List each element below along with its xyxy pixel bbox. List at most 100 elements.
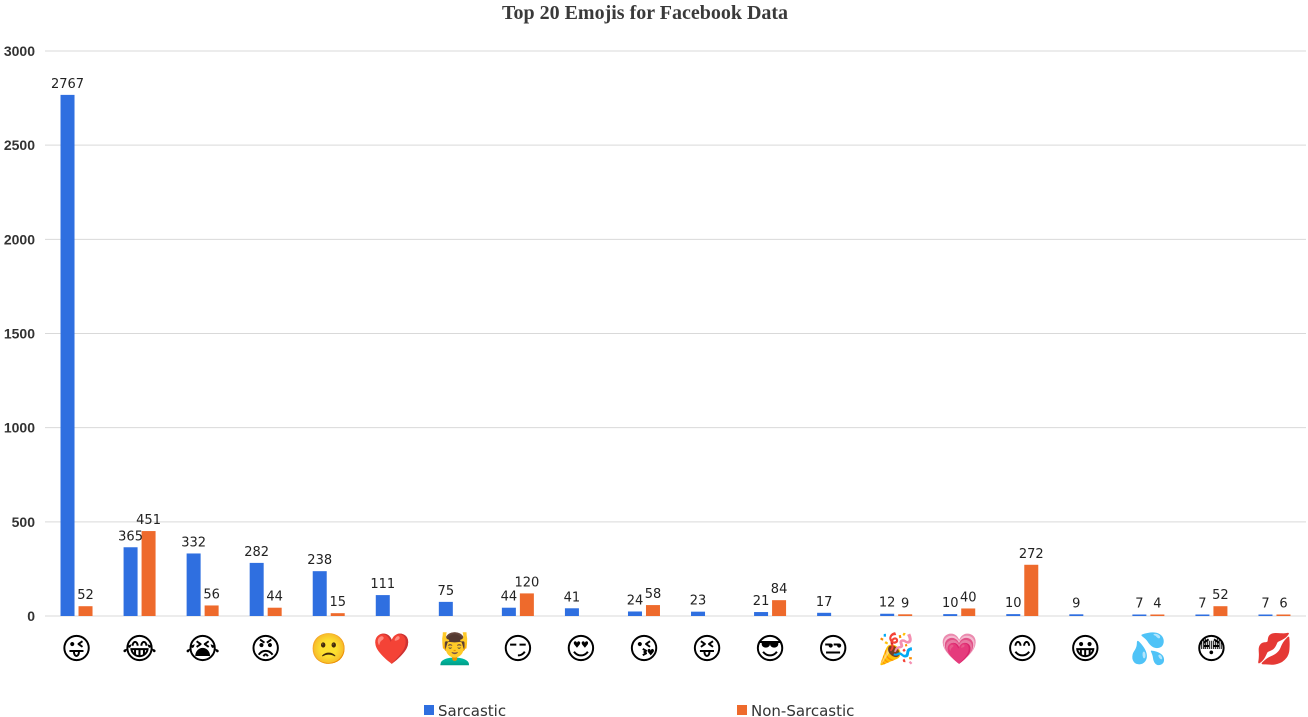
y-tick-label: 1000 [4, 420, 35, 436]
data-label-non-sarcastic: 4 [1153, 597, 1161, 612]
data-label-non-sarcastic: 9 [901, 596, 909, 611]
y-tick-label: 1500 [4, 326, 35, 342]
category-labels: 😜 😂 😭 😡 🙁 ❤️ 💆‍♂️ 😏 😍 😘 😝 😎 😒 🎉 💗 😊 😀 💦 😳 💋 [61, 629, 1293, 667]
data-label-sarcastic: 21 [753, 594, 770, 609]
y-tick-label: 0 [27, 608, 35, 624]
bar-sarcastic [564, 608, 579, 616]
bar-non-sarcastic [141, 531, 156, 616]
bar-sarcastic [1006, 614, 1021, 616]
y-tick-label: 2500 [4, 137, 35, 153]
bar-non-sarcastic [645, 605, 660, 616]
bar-sarcastic [249, 562, 264, 616]
category-emoji: 💦 [1130, 629, 1167, 667]
data-label-sarcastic: 17 [816, 595, 833, 610]
category-emoji: 😭 [185, 632, 220, 667]
data-label-sarcastic: 238 [307, 553, 332, 568]
data-label-non-sarcastic: 40 [960, 590, 977, 605]
category-emoji: 🎉 [877, 631, 914, 667]
data-label-sarcastic: 10 [942, 596, 959, 611]
data-label-non-sarcastic: 272 [1019, 547, 1044, 562]
bar-sarcastic [1258, 614, 1273, 616]
y-tick-label: 2000 [4, 231, 35, 247]
category-emoji: 😜 [61, 632, 92, 667]
bar-sarcastic [375, 595, 390, 616]
data-label-sarcastic: 332 [181, 535, 206, 550]
data-label-sarcastic: 24 [627, 593, 644, 608]
bar-non-sarcastic [330, 613, 345, 616]
category-emoji: 😊 [1007, 632, 1038, 667]
bar-sarcastic [312, 571, 327, 616]
bar-sarcastic [1069, 614, 1084, 616]
bar-sarcastic [627, 611, 642, 616]
legend-swatch-non-sarcastic [737, 705, 747, 715]
bar-non-sarcastic [961, 608, 976, 616]
bar-non-sarcastic [1024, 564, 1039, 616]
data-label-sarcastic: 23 [690, 594, 707, 609]
category-emoji: ❤️ [373, 632, 411, 667]
category-emoji: 🙁 [310, 632, 347, 667]
bar-sarcastic [1195, 614, 1210, 616]
data-label-non-sarcastic: 52 [77, 588, 94, 603]
data-label-sarcastic: 282 [244, 545, 269, 560]
bar-sarcastic [501, 607, 516, 616]
bar-sarcastic [943, 614, 958, 616]
data-label-sarcastic: 12 [879, 596, 896, 611]
data-label-non-sarcastic: 6 [1279, 597, 1287, 612]
bars [60, 94, 1291, 617]
bar-non-sarcastic [898, 614, 913, 616]
bar-non-sarcastic [1150, 614, 1165, 616]
data-label-non-sarcastic: 84 [771, 582, 788, 597]
gridlines [45, 50, 1306, 617]
bar-sarcastic [438, 601, 453, 616]
legend: Sarcastic Non-Sarcastic [424, 702, 854, 717]
y-tick-label: 500 [12, 514, 36, 530]
data-label-non-sarcastic: 120 [514, 575, 539, 590]
bar-non-sarcastic [1213, 606, 1228, 616]
legend-label-sarcastic: Sarcastic [438, 702, 506, 717]
category-emoji: 💋 [1256, 631, 1293, 667]
legend-swatch-sarcastic [424, 705, 434, 715]
data-label-sarcastic: 7 [1261, 597, 1269, 612]
category-emoji: 😀 [1070, 632, 1101, 667]
bar-sarcastic [60, 94, 75, 617]
category-emoji: 😳 [1196, 632, 1227, 667]
bar-non-sarcastic [772, 600, 787, 616]
category-emoji: 😍 [565, 632, 596, 667]
category-emoji: 😘 [628, 632, 659, 667]
category-emoji: 😎 [754, 632, 785, 667]
data-label-sarcastic: 7 [1135, 597, 1143, 612]
data-label-sarcastic: 365 [118, 529, 143, 544]
data-label-sarcastic: 9 [1072, 596, 1080, 611]
bar-non-sarcastic [78, 606, 93, 616]
chart-title: Top 20 Emojis for Facebook Data [502, 2, 788, 24]
category-emoji: 💗 [941, 632, 979, 667]
bar-non-sarcastic [267, 607, 282, 616]
data-label-non-sarcastic: 44 [266, 590, 283, 605]
data-label-sarcastic: 44 [501, 590, 518, 605]
data-label-non-sarcastic: 15 [329, 595, 346, 610]
y-axis: 0 500 1000 1500 2000 2500 3000 [4, 43, 35, 624]
bar-sarcastic [691, 611, 706, 616]
data-label-sarcastic: 111 [370, 577, 395, 592]
category-emoji: 😒 [817, 632, 848, 667]
category-emoji: 💆‍♂️ [436, 631, 473, 667]
category-emoji: 😂 [122, 632, 157, 667]
y-tick-label: 3000 [4, 43, 35, 59]
bar-sarcastic [880, 613, 895, 616]
data-label-sarcastic: 2767 [51, 77, 84, 92]
data-label-non-sarcastic: 451 [136, 513, 161, 528]
data-label-non-sarcastic: 56 [203, 587, 220, 602]
category-emoji: 😝 [691, 632, 722, 667]
data-label-non-sarcastic: 52 [1212, 588, 1229, 603]
bar-non-sarcastic [1276, 614, 1291, 616]
data-label-sarcastic: 7 [1198, 597, 1206, 612]
legend-label-non-sarcastic: Non-Sarcastic [751, 702, 854, 717]
category-emoji: 😡 [250, 632, 281, 667]
bar-sarcastic [186, 553, 201, 616]
data-label-sarcastic: 75 [438, 584, 455, 599]
bar-sarcastic [123, 547, 138, 616]
bar-sarcastic [817, 612, 832, 616]
bar-sarcastic [754, 612, 769, 616]
